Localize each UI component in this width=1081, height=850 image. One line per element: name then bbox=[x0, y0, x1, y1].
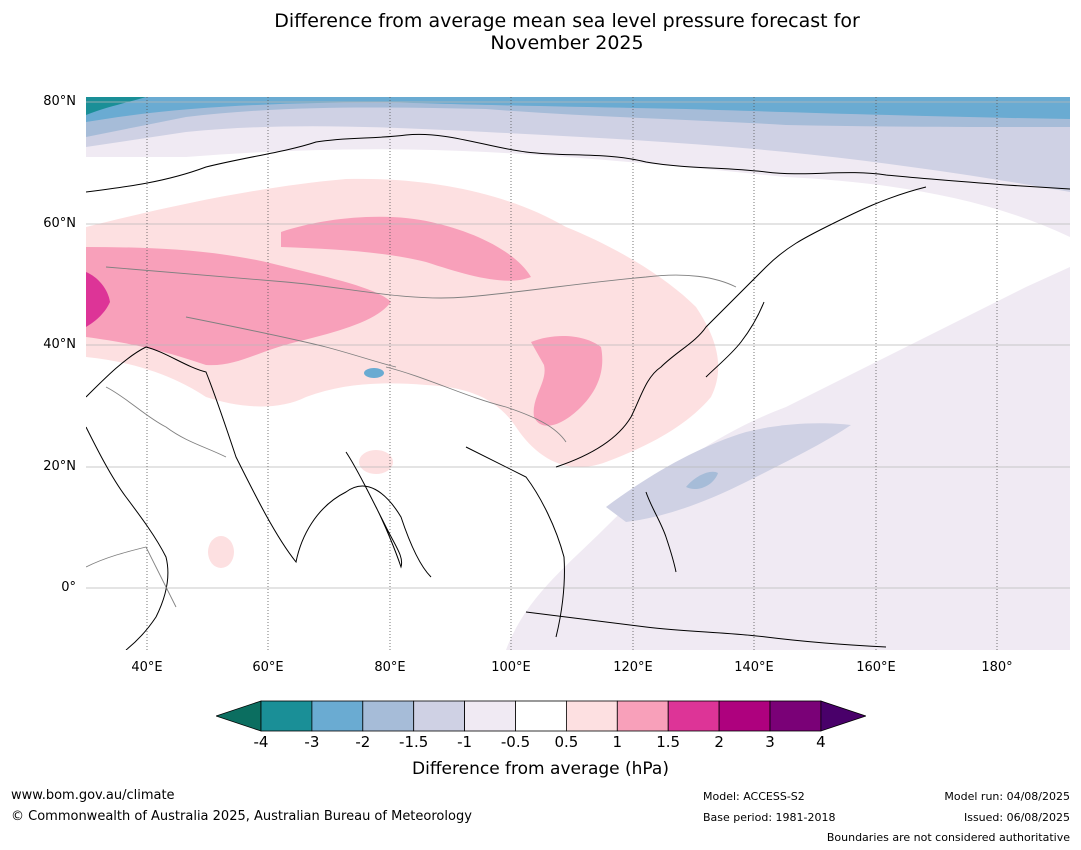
boundaries-disclaimer: Boundaries are not considered authoritat… bbox=[826, 831, 1070, 844]
base-period: Base period: 1981-2018 bbox=[703, 811, 836, 824]
anomaly-region-lavender-pacific bbox=[606, 423, 851, 522]
colorbar-segment bbox=[362, 700, 415, 732]
lat-label-40n: 40°N bbox=[43, 337, 76, 352]
colorbar-tick-label: -4 bbox=[253, 733, 269, 751]
model-run: Model run: 04/08/2025 bbox=[944, 790, 1070, 803]
colorbar-tick-label: -1 bbox=[457, 733, 473, 751]
colorbar bbox=[216, 700, 866, 732]
model-name: Model: ACCESS-S2 bbox=[703, 790, 805, 803]
longitude-gridlines bbox=[146, 97, 998, 650]
lon-label-120e: 120°E bbox=[613, 660, 653, 675]
source-url: www.bom.gov.au/climate bbox=[11, 788, 175, 803]
lat-label-0: 0° bbox=[61, 580, 76, 595]
colorbar-tick-label: 1 bbox=[612, 733, 623, 751]
coastline-philippines bbox=[645, 491, 677, 573]
colorbar-label: Difference from average (hPa) bbox=[412, 759, 669, 779]
colorbar-tick-label: 2 bbox=[714, 733, 724, 751]
map-title: Difference from average mean sea level p… bbox=[0, 10, 1081, 54]
colorbar-tick-label: -0.5 bbox=[500, 733, 531, 751]
lon-label-100e: 100°E bbox=[491, 660, 531, 675]
coastline-india bbox=[345, 451, 403, 569]
colorbar-segment bbox=[515, 700, 567, 732]
latitude-gridlines bbox=[86, 101, 1070, 589]
border-middle-east bbox=[105, 386, 227, 458]
coastline-southeast-asia bbox=[465, 446, 565, 638]
anomaly-region-pink-siberia bbox=[281, 216, 531, 281]
anomaly-region-teal-north bbox=[86, 97, 146, 115]
issued-date: Issued: 06/08/2025 bbox=[963, 811, 1070, 824]
coastline-europe-asia bbox=[86, 346, 432, 578]
coastline-japan bbox=[705, 301, 765, 378]
colorbar-segment bbox=[769, 700, 822, 732]
colorbar-segment bbox=[464, 700, 516, 732]
anomaly-region-blue-north bbox=[86, 97, 1070, 122]
coastline-east-asia bbox=[555, 186, 927, 468]
lat-label-80n: 80°N bbox=[43, 94, 76, 109]
border-central-asia bbox=[185, 316, 397, 368]
pressure-anomaly-map bbox=[86, 97, 1070, 650]
title-line-2: November 2025 bbox=[490, 32, 644, 54]
colorbar-tick-label: -2 bbox=[355, 733, 371, 751]
title-line-1: Difference from average mean sea level p… bbox=[274, 10, 860, 32]
colorbar-tick-label: 1.5 bbox=[656, 733, 681, 751]
coastline-indonesia bbox=[525, 611, 887, 648]
colorbar-segment bbox=[565, 700, 618, 732]
colorbar-segment bbox=[413, 700, 465, 732]
coastline-arctic bbox=[86, 133, 1070, 193]
lon-label-60e: 60°E bbox=[252, 660, 284, 675]
anomaly-region-blue-tibet bbox=[364, 368, 384, 378]
lon-label-140e: 140°E bbox=[734, 660, 774, 675]
anomaly-region-magenta-west bbox=[86, 272, 110, 327]
anomaly-region-pink-west bbox=[86, 247, 391, 366]
colorbar-segment bbox=[311, 700, 364, 732]
anomaly-region-greyblue-pacific bbox=[686, 471, 718, 490]
colorbar-under-arrow bbox=[216, 700, 262, 732]
colorbar-tick-label: -1.5 bbox=[399, 733, 429, 751]
copyright-text: © Commonwealth of Australia 2025, Austra… bbox=[11, 809, 472, 824]
lat-label-20n: 20°N bbox=[43, 459, 76, 474]
anomaly-region-pink-india bbox=[359, 450, 393, 474]
colorbar-segment bbox=[260, 700, 313, 732]
lon-label-80e: 80°E bbox=[374, 660, 406, 675]
anomaly-region-pink-china bbox=[531, 335, 603, 426]
country-borders bbox=[86, 266, 737, 608]
lon-label-160e: 160°E bbox=[856, 660, 896, 675]
lon-label-40e: 40°E bbox=[131, 660, 163, 675]
colorbar-tick-label: 4 bbox=[816, 733, 826, 751]
lon-label-180: 180° bbox=[981, 660, 1013, 675]
colorbar-tick-label: 3 bbox=[765, 733, 775, 751]
border-china-west bbox=[385, 366, 567, 443]
coastlines bbox=[86, 133, 1070, 650]
lat-label-60n: 60°N bbox=[43, 216, 76, 231]
colorbar-segment bbox=[718, 700, 771, 732]
coastline-africa bbox=[86, 426, 169, 650]
colorbar-tick-label: -3 bbox=[304, 733, 320, 751]
colorbar-tick-label: 0.5 bbox=[554, 733, 579, 751]
colorbar-segment bbox=[616, 700, 669, 732]
border-russia-south bbox=[105, 266, 737, 299]
colorbar-over-arrow bbox=[820, 700, 866, 732]
border-africa bbox=[86, 546, 177, 608]
anomaly-region-pink-arabian bbox=[208, 536, 234, 568]
colorbar-segment bbox=[667, 700, 720, 732]
map-svg bbox=[86, 97, 1070, 650]
